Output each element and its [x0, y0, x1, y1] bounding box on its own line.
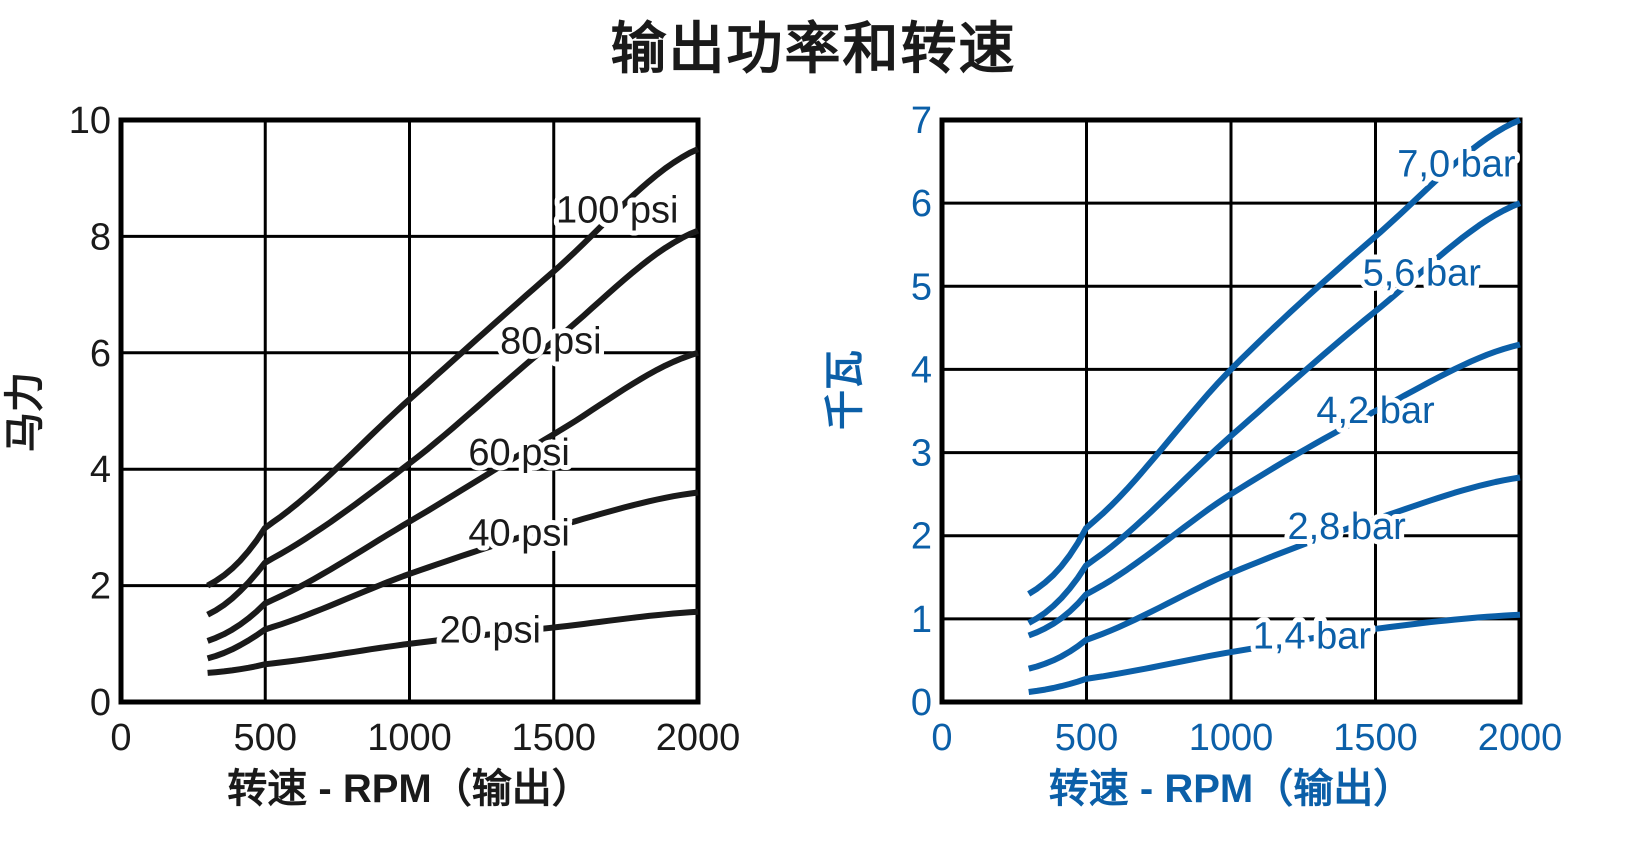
- y-axis-label: 马力: [3, 372, 47, 452]
- series-line-0: [207, 608, 699, 676]
- y-tick-label: 4: [90, 449, 111, 491]
- y-tick-label: 0: [911, 682, 932, 724]
- plot-frame: [939, 117, 1523, 705]
- y-tick-label: 6: [911, 183, 932, 225]
- series-label-0: 20 psi: [440, 609, 541, 651]
- y-tick-label: 10: [69, 100, 111, 142]
- horsepower-chart: 0 500 1000 1500 2000 0 2 4 6 8 10 转速 - RPM（输出） 马力 20 …: [3, 100, 740, 811]
- y-tick-label: 4: [911, 349, 932, 391]
- series-line-3: [1027, 200, 1522, 626]
- chart-title: 输出功率和转速: [610, 17, 1017, 80]
- x-tick-label: 1500: [1333, 717, 1418, 759]
- series-label-4: 7,0 bar: [1397, 143, 1516, 185]
- series-line-2: [1027, 341, 1521, 639]
- y-tick-label: 6: [90, 333, 111, 375]
- y-tick-label: 8: [90, 216, 111, 258]
- y-tick-label: 3: [911, 433, 932, 475]
- x-tick-label: 0: [110, 717, 131, 759]
- series-line-1: [1027, 474, 1521, 672]
- y-tick-label: 1: [911, 599, 932, 641]
- y-tick-label: 5: [911, 266, 932, 308]
- x-axis-label: 转速 - RPM（输出）: [227, 767, 591, 811]
- y-axis-label: 千瓦: [823, 350, 867, 430]
- series-line-0: [1028, 611, 1521, 695]
- x-tick-label: 1000: [367, 717, 452, 759]
- series-label-3: 5,6 bar: [1363, 253, 1482, 295]
- series-label-2: 4,2 bar: [1316, 390, 1435, 432]
- x-tick-label: 1000: [1189, 717, 1274, 759]
- series-line-4: [1027, 117, 1522, 597]
- x-tick-label: 0: [931, 717, 952, 759]
- x-axis-label: 转速 - RPM（输出）: [1049, 767, 1413, 811]
- kilowatt-chart: 0 500 1000 1500 2000 0 1 2 3 4 5 6 7 转速 - RPM（输出） 千瓦 1,…: [823, 100, 1562, 811]
- y-tick-label: 0: [90, 682, 111, 724]
- series-line-3: [206, 227, 700, 618]
- plot-frame: [118, 117, 701, 705]
- series-line-1: [206, 489, 699, 662]
- series-label-2: 60 psi: [468, 432, 569, 474]
- y-tick-label: 2: [911, 516, 932, 558]
- series-label-3: 80 psi: [500, 320, 601, 362]
- series-label-4: 100 psi: [556, 190, 679, 232]
- x-tick-label: 1500: [511, 717, 596, 759]
- x-tick-label: 2000: [656, 717, 741, 759]
- x-tick-label: 2000: [1478, 717, 1563, 759]
- series-line-2: [206, 349, 699, 644]
- series-label-1: 40 psi: [468, 513, 569, 555]
- series-label-0: 1,4 bar: [1253, 615, 1372, 657]
- x-tick-label: 500: [1055, 717, 1118, 759]
- series-line-4: [206, 146, 700, 589]
- series-label-1: 2,8 bar: [1287, 506, 1406, 548]
- x-tick-label: 500: [234, 717, 297, 759]
- y-tick-label: 2: [90, 566, 111, 608]
- y-tick-label: 7: [911, 100, 932, 142]
